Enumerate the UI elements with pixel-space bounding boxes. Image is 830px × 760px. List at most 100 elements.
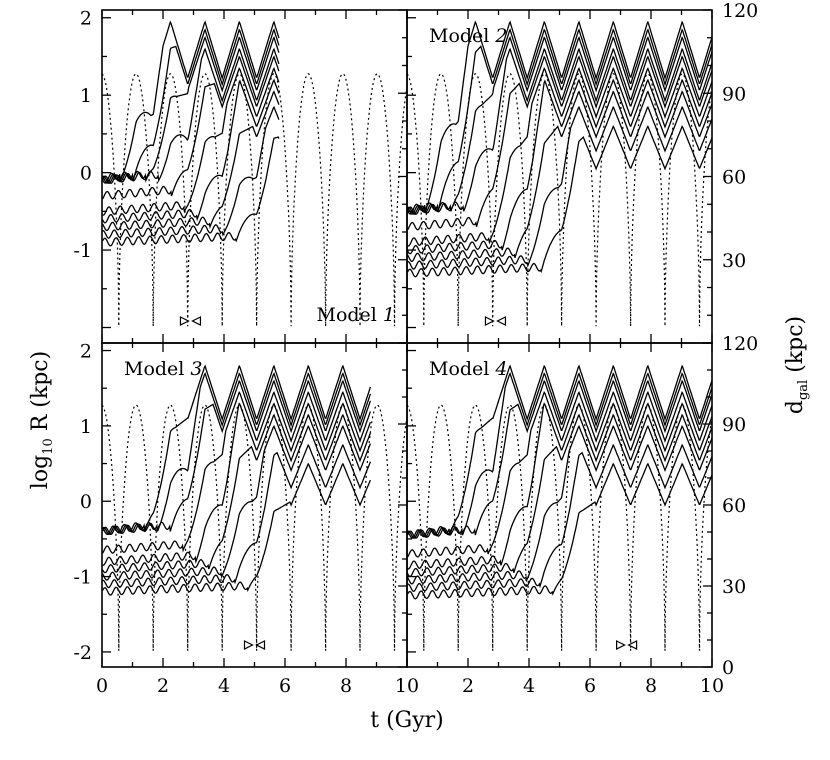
- lagrangian-radius-line: [407, 372, 712, 539]
- lagrangian-radius-line: [102, 78, 280, 224]
- y-right-title-sub: gal: [796, 380, 811, 400]
- lagrangian-radius-line: [407, 390, 712, 558]
- marker-triangle-right: [179, 316, 190, 326]
- lagrangian-radius-line: [102, 379, 372, 535]
- y-right-tick-label: 90: [722, 414, 746, 436]
- x-tick-label: 10: [700, 675, 724, 697]
- x-tick-label: 2: [462, 675, 474, 697]
- y-right-tick-label: 120: [722, 0, 758, 22]
- x-axis-title: t (Gyr): [370, 708, 444, 733]
- y-left-tick-label: 2: [80, 341, 92, 363]
- axes-text-group: t (Gyr) log10 R (kpc) dgal (kpc): [28, 316, 811, 733]
- y-right-title-main: d: [783, 400, 808, 414]
- lagrangian-radius-line: [407, 443, 712, 592]
- lagrangian-radius-line: [407, 36, 712, 215]
- panel-label-text: Model: [124, 358, 190, 380]
- y-left-tick-label: -2: [73, 642, 92, 664]
- plot-area: [102, 364, 407, 651]
- y-left-title-sub: 10: [41, 438, 56, 455]
- x-tick-label: 8: [645, 675, 657, 697]
- lagrangian-radius-line: [407, 47, 712, 215]
- panel-label-number: 1: [383, 304, 395, 326]
- y-right-tick-label: 60: [722, 167, 746, 189]
- lagrangian-radius-line: [407, 462, 712, 600]
- panel-frame: [101, 342, 408, 668]
- lagrangian-radius-line: [102, 136, 280, 247]
- lagrangian-radius-line: [102, 443, 372, 589]
- lagrangian-radius-line: [102, 424, 372, 581]
- lagrangian-radius-line: [407, 379, 712, 539]
- plot-area: [102, 20, 407, 327]
- lagrangian-radius-line: [102, 67, 280, 216]
- panel-label-text: Model: [429, 25, 495, 47]
- marker-triangle-left: [255, 640, 266, 650]
- panel-label-number: 4: [494, 358, 507, 380]
- y-left-title-tail: R (kpc): [28, 351, 53, 438]
- lagrangian-radius-line: [102, 364, 372, 536]
- orbit-distance-line: [102, 404, 407, 651]
- panel-label: Model 3: [124, 358, 203, 380]
- lagrangian-radius-line: [407, 125, 712, 278]
- x-tick-label: 6: [279, 675, 291, 697]
- marker-triangle-right: [243, 640, 254, 650]
- lagrangian-radius-line: [407, 413, 712, 578]
- panel-2: Model 2: [406, 9, 713, 344]
- lagrangian-radius-line: [407, 364, 712, 539]
- lagrangian-radius-line: [102, 462, 371, 596]
- lagrangian-radius-line: [102, 28, 280, 184]
- lagrangian-radius-line: [407, 402, 712, 570]
- panel-frame: [406, 9, 713, 344]
- lagrangian-radius-line: [102, 105, 280, 239]
- y-left-tick-label: 2: [80, 8, 92, 30]
- y-axis-left-title: log10 R (kpc): [28, 351, 56, 489]
- y-right-tick-label: 0: [722, 657, 734, 679]
- y-right-tick-label: 30: [722, 250, 746, 272]
- y-right-tick-label: 30: [722, 576, 746, 598]
- x-tick-label: 4: [523, 675, 535, 697]
- panel-label: Model 1: [316, 304, 395, 326]
- lagrangian-radius-line: [407, 67, 712, 247]
- panel-label-text: Model: [316, 304, 382, 326]
- y-left-title-main: log: [28, 455, 53, 489]
- lagrangian-radius-line: [407, 55, 712, 231]
- panel-label-number: 3: [190, 358, 202, 380]
- panel-frame: [406, 342, 713, 668]
- marker-triangle-left: [627, 640, 638, 650]
- y-left-tick-label: 0: [80, 491, 92, 513]
- lagrangian-radius-line: [102, 36, 280, 184]
- x-tick-label: 0: [96, 675, 108, 697]
- lagrangian-radius-line: [102, 55, 280, 200]
- lagrangian-radius-line: [407, 90, 712, 263]
- marker-triangle-right: [484, 316, 495, 326]
- marker-triangle-left: [496, 316, 507, 326]
- marker-triangle-right: [616, 640, 626, 650]
- y-right-title-tail: (kpc): [783, 316, 808, 380]
- x-tick-label: 4: [218, 675, 230, 697]
- panel-label: Model 4: [429, 358, 508, 380]
- y-left-tick-label: -1: [73, 240, 92, 262]
- y-right-tick-label: 120: [722, 333, 758, 355]
- lagrangian-radius-line: [407, 105, 712, 270]
- y-right-tick-label: 90: [722, 83, 746, 105]
- y-left-tick-label: 1: [80, 85, 92, 107]
- lagrangian-radius-line: [407, 20, 712, 215]
- lagrangian-radius-line: [102, 90, 280, 232]
- orbit-distance-line: [102, 73, 407, 327]
- panel-4: Model 4: [406, 342, 713, 668]
- panel-label-number: 2: [494, 25, 507, 47]
- lagrangian-radius-line: [102, 402, 372, 566]
- lagrangian-radius-line: [102, 372, 372, 535]
- x-tick-label: 2: [157, 675, 169, 697]
- orbit-distance-line: [407, 73, 712, 327]
- plot-area: [407, 20, 712, 327]
- y-left-tick-label: -1: [73, 567, 92, 589]
- lagrangian-radius-line: [102, 20, 280, 184]
- lagrangian-radius-line: [407, 78, 712, 255]
- y-left-tick-label: 1: [80, 416, 92, 438]
- y-left-tick-label: 0: [80, 163, 92, 185]
- y-right-tick-label: 60: [722, 495, 746, 517]
- panel-label: Model 2: [429, 25, 508, 47]
- y-axis-right-title: dgal (kpc): [783, 316, 811, 414]
